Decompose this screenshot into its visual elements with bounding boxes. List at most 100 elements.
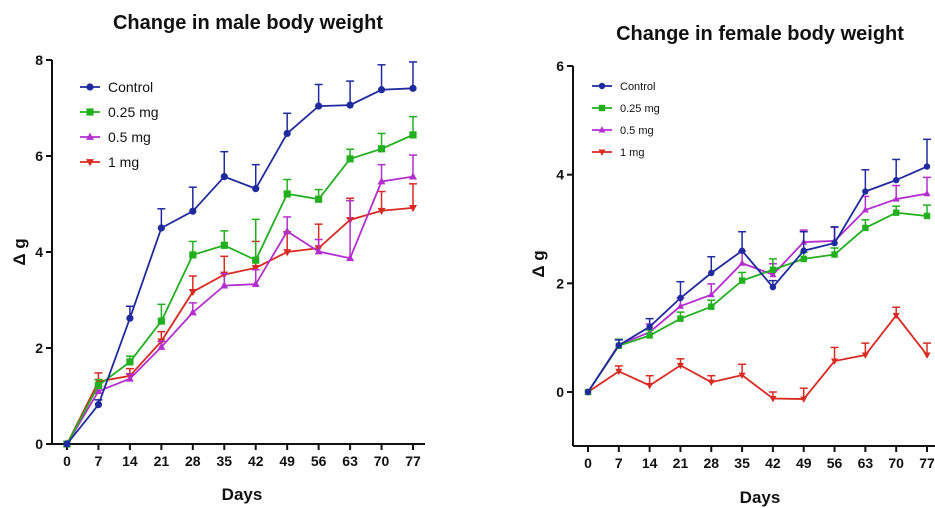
data-point xyxy=(189,251,197,259)
legend-label: 0.5 mg xyxy=(620,125,654,137)
data-point xyxy=(923,352,931,359)
data-point xyxy=(377,145,386,153)
series-0.25-mg xyxy=(584,204,931,396)
x-tick-label: 7 xyxy=(95,453,103,469)
data-point xyxy=(315,102,323,110)
y-axis-label-female: Δ g xyxy=(529,250,548,277)
x-tick-label: 28 xyxy=(703,455,719,471)
data-point xyxy=(923,163,931,170)
series-line xyxy=(66,87,414,445)
data-point xyxy=(409,131,417,139)
female-plot-area: 0 2 4 6 0 7 14 21 28 35 42 49 56 63 70 77 Control 0.25 mg… xyxy=(556,58,935,471)
legend-label: Control xyxy=(108,79,153,95)
series-line xyxy=(587,165,928,393)
male-plot-area: 0 2 4 6 8 0 7 14 21 28 35 42 49 56 63 70 77 Control 0.25 m… xyxy=(35,52,425,469)
series-line xyxy=(66,206,414,445)
x-tick-label: 49 xyxy=(796,455,812,471)
x-tick-label: 70 xyxy=(888,455,904,471)
legend-marker xyxy=(598,104,606,112)
data-point xyxy=(738,247,746,254)
data-point xyxy=(283,227,292,235)
x-tick-label: 35 xyxy=(734,455,750,471)
chart-title-male: Change in male body weight xyxy=(113,12,383,34)
data-point xyxy=(377,86,386,94)
legend-marker xyxy=(598,82,606,90)
data-point xyxy=(646,332,653,339)
data-point xyxy=(283,129,291,138)
x-tick-label: 63 xyxy=(858,455,874,471)
x-axis-label-male: Days xyxy=(222,485,263,504)
data-point xyxy=(707,290,715,298)
series-line xyxy=(66,175,414,445)
x-tick-label: 21 xyxy=(154,453,170,469)
legend-label: Control xyxy=(620,81,655,93)
series-0.5-mg xyxy=(63,154,417,447)
data-point xyxy=(409,84,417,92)
data-point xyxy=(892,312,900,320)
series-line xyxy=(587,211,928,393)
data-point xyxy=(800,396,808,403)
data-point xyxy=(862,188,869,195)
y-tick-label: 2 xyxy=(556,275,564,291)
data-point xyxy=(800,255,807,263)
data-point xyxy=(409,172,417,180)
x-tick-label: 49 xyxy=(279,453,295,469)
chart-title-female: Change in female body weight xyxy=(616,23,904,45)
data-point xyxy=(126,358,134,366)
y-tick-label: 4 xyxy=(556,167,564,183)
y-tick-label: 2 xyxy=(35,340,43,356)
legend-label: 0.25 mg xyxy=(620,103,660,115)
data-point xyxy=(769,283,777,291)
male-weight-chart: Change in male body weight Days Δ g 0 2 4 6… xyxy=(10,12,425,504)
data-point xyxy=(94,401,103,409)
legend-label: 1 mg xyxy=(620,147,644,159)
data-point xyxy=(94,386,103,395)
data-point xyxy=(314,247,323,255)
data-point xyxy=(251,264,260,273)
data-point xyxy=(800,247,807,254)
data-point xyxy=(189,207,197,215)
data-point xyxy=(646,323,653,330)
data-point xyxy=(738,372,746,379)
series-line xyxy=(587,313,928,400)
x-tick-label: 63 xyxy=(342,453,358,469)
x-tick-label: 14 xyxy=(122,453,138,469)
data-point xyxy=(769,266,777,273)
data-point xyxy=(377,207,386,216)
data-point xyxy=(738,259,746,266)
y-tick-label: 0 xyxy=(556,384,564,400)
series-0.25-mg xyxy=(63,115,417,448)
data-point xyxy=(861,206,869,213)
x-tick-label: 28 xyxy=(185,453,201,469)
x-tick-label: 0 xyxy=(584,455,592,471)
data-point xyxy=(283,190,291,198)
data-point xyxy=(861,352,869,359)
data-point xyxy=(862,224,869,232)
data-point xyxy=(63,440,71,448)
data-point xyxy=(346,253,355,262)
data-point xyxy=(676,302,684,309)
y-tick-label: 6 xyxy=(35,148,43,164)
x-tick-label: 42 xyxy=(765,455,781,471)
legend: Control 0.25 mg 0.5 mg 1 mg xyxy=(592,81,660,159)
x-tick-label: 14 xyxy=(642,455,658,471)
data-point xyxy=(831,251,838,258)
legend-marker xyxy=(86,132,94,140)
data-point xyxy=(646,382,654,390)
y-tick-label: 6 xyxy=(556,58,564,74)
data-point xyxy=(157,342,166,350)
data-point xyxy=(708,269,715,277)
data-point xyxy=(220,281,229,289)
x-tick-label: 0 xyxy=(63,453,71,469)
x-tick-label: 56 xyxy=(827,455,843,471)
legend-marker xyxy=(598,149,606,156)
legend: Control 0.25 mg 0.5 mg 1 mg xyxy=(80,79,159,170)
female-weight-chart: Change in female body weight Days Δ g 0 2… xyxy=(529,23,935,507)
series-control xyxy=(63,61,417,448)
y-tick-label: 8 xyxy=(35,52,43,68)
data-point xyxy=(188,308,197,316)
data-point xyxy=(220,241,228,249)
legend-marker xyxy=(86,159,94,167)
data-point xyxy=(892,209,900,216)
series-1-mg xyxy=(63,183,417,449)
